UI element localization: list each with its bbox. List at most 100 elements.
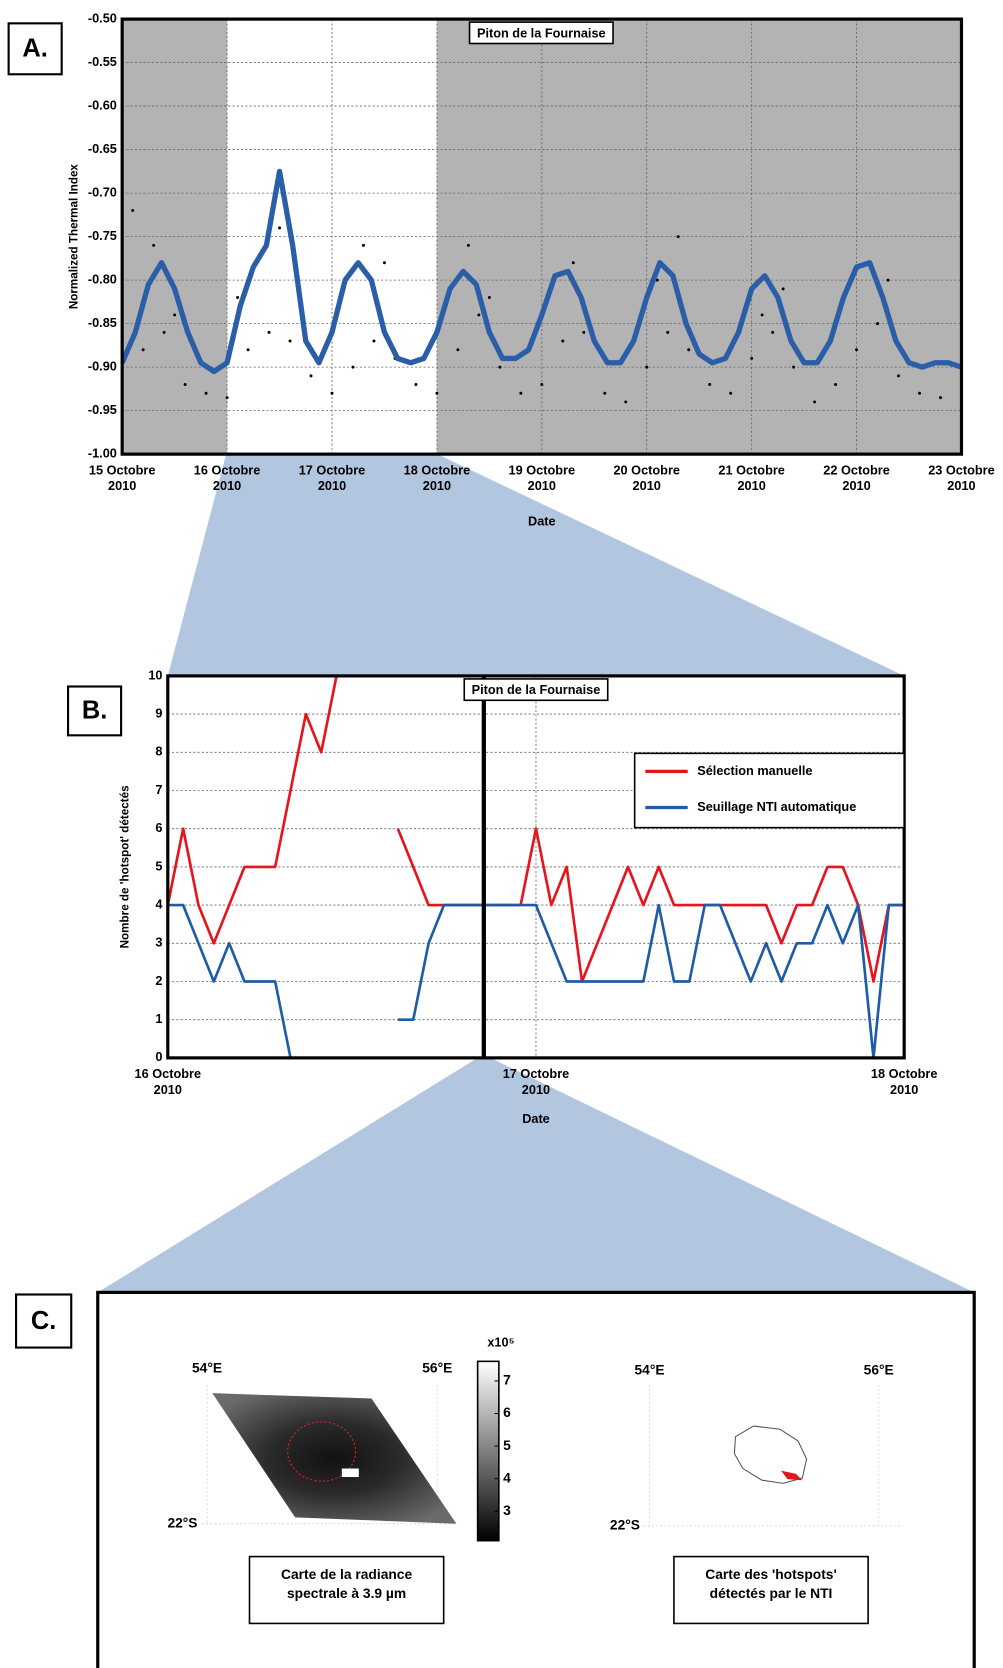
colorbar (476, 1360, 500, 1542)
data-point (855, 348, 859, 352)
x-tick-label-holder: 18 Octobre 2010 (870, 1066, 938, 1098)
data-point (603, 391, 607, 395)
data-point (382, 261, 386, 265)
y-tick-label: -0.80 (88, 271, 117, 286)
x-tick-label: 23 Octobre 2010 (928, 462, 995, 494)
y-tick-label: -0.55 (88, 54, 117, 69)
x-tick-label: 19 Octobre 2010 (508, 462, 576, 494)
data-point (414, 383, 418, 387)
y-tick-label: 6 (155, 820, 162, 835)
data-point (152, 243, 156, 247)
data-point (676, 235, 680, 239)
x-tick-label-holder: 17 Octobre 2010 (502, 1066, 570, 1098)
chart: -1.00 -0.95 -0.90 -0.85 -0.80 -0.75 -0.70 -0.65… (67, 10, 995, 528)
data-point (131, 209, 135, 213)
x-tick-label-holder: 16 Octobre 2010 (193, 462, 261, 494)
data-point (278, 226, 282, 230)
chart: 0 1 2 3 4 5 6 7 8 9 10 16 Octobre 2010 17 Octobre 20… (118, 667, 938, 1126)
y-tick-label: 7 (155, 782, 162, 797)
data-point (456, 348, 460, 352)
x-tick-label: 21 Octobre 2010 (718, 462, 785, 494)
x-tick-label-holder: 21 Octobre 2010 (718, 462, 785, 494)
caption-box (248, 1555, 445, 1625)
data-point (361, 243, 365, 247)
lon-label: 56°E (864, 1363, 894, 1378)
x-tick-label: 15 Octobre 2010 (88, 462, 156, 494)
data-point (834, 383, 838, 387)
data-point (309, 374, 313, 378)
lat-label: 22°S (610, 1517, 640, 1532)
radiance-map (212, 1393, 457, 1524)
data-point (760, 313, 764, 317)
panel-label: C. (31, 1307, 56, 1335)
y-tick-label: -0.50 (88, 10, 117, 25)
x-axis-label: Date (522, 1111, 550, 1126)
colorbar-tick-label: 4 (503, 1470, 511, 1485)
x-tick-label-holder: 19 Octobre 2010 (508, 462, 576, 494)
panel-label-box (7, 22, 63, 76)
x-tick-label: 22 Octobre 2010 (823, 462, 890, 494)
legend-label: Sélection manuelle (697, 763, 812, 778)
title-box (468, 21, 614, 45)
colorbar-tick-label: 5 (503, 1438, 511, 1453)
data-point (267, 330, 271, 334)
data-point (687, 348, 691, 352)
data-point (939, 396, 942, 400)
island-outline (733, 1425, 808, 1484)
data-point (750, 356, 754, 360)
y-tick-label: 8 (155, 744, 162, 759)
x-tick-label: 16 Octobre 2010 (134, 1066, 202, 1098)
data-point (813, 400, 817, 404)
data-point (708, 383, 712, 387)
data-point (330, 391, 334, 395)
legend-box (633, 752, 905, 829)
data-point (582, 330, 586, 334)
data-point (571, 261, 575, 265)
data-point (897, 374, 901, 378)
x-tick-label-holder: 20 Octobre 2010 (613, 463, 680, 494)
panel-label: B. (82, 697, 107, 725)
data-point (540, 383, 544, 387)
data-point (372, 339, 376, 343)
lon-label: 54°E (192, 1360, 222, 1375)
data-point (498, 365, 502, 369)
data-point (561, 339, 565, 343)
plot-frame (166, 674, 906, 1060)
data-point (487, 296, 491, 300)
y-tick-label: 9 (155, 705, 162, 720)
y-tick-label: 3 (155, 935, 162, 950)
colorbar-label: x10⁵ (487, 1335, 514, 1350)
caption-box (673, 1555, 869, 1625)
y-tick-label: 4 (155, 896, 162, 911)
map-caption: Carte des 'hotspots' détectés par le NTI (705, 1566, 837, 1602)
data-point (236, 296, 240, 300)
lon-label: 56°E (422, 1360, 452, 1375)
data-point (519, 391, 523, 395)
y-tick-label: -0.85 (88, 315, 117, 330)
x-tick-label-holder: 18 Octobre 2010 (403, 462, 471, 494)
caption-holder: Carte des 'hotspots' détectés par le NTI (705, 1566, 837, 1602)
x-tick-label: 18 Octobre 2010 (870, 1066, 938, 1098)
lat-label: 22°S (167, 1515, 197, 1530)
y-tick-label: -0.75 (88, 228, 117, 243)
y-axis-label: Nombre de 'hotspot' détectés (118, 785, 131, 948)
data-point (876, 322, 880, 326)
x-tick-label: 17 Octobre 2010 (502, 1066, 570, 1098)
x-tick-label-holder: 22 Octobre 2010 (823, 462, 890, 494)
series-group (122, 168, 962, 404)
panel-label: A. (22, 35, 47, 63)
x-tick-label-holder: 17 Octobre 2010 (299, 463, 366, 494)
y-tick-label: 0 (155, 1049, 162, 1064)
data-point (246, 348, 250, 352)
x-tick-label: 16 Octobre 2010 (193, 462, 261, 494)
x-tick-label: 18 Octobre 2010 (403, 462, 471, 494)
colorbar-tick-label: 6 (503, 1405, 511, 1420)
y-tick-label: -0.70 (88, 184, 117, 199)
data-point (435, 391, 439, 395)
x-axis-label: Date (528, 513, 556, 528)
island-contour (287, 1421, 357, 1482)
y-tick-label: 5 (155, 858, 162, 873)
data-point (645, 365, 649, 369)
